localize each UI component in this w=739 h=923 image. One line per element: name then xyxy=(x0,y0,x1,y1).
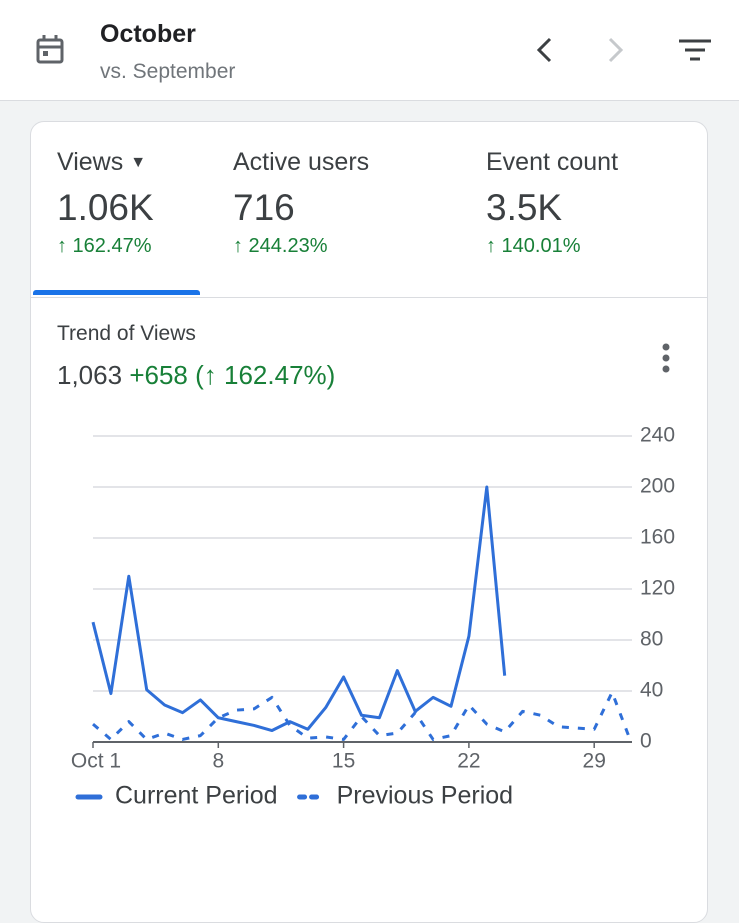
y-tick-label: 40 xyxy=(640,679,663,702)
dropdown-icon[interactable]: ▼ xyxy=(130,154,147,171)
metric-change: ↑ 162.47% xyxy=(57,235,152,257)
x-tick-label: 29 xyxy=(583,750,606,773)
header-icons xyxy=(36,35,711,64)
subtitle: vs. September xyxy=(100,60,236,83)
divider xyxy=(31,297,707,298)
y-tick-label: 0 xyxy=(640,730,652,753)
y-tick-label: 160 xyxy=(640,526,675,549)
metric-label: Views xyxy=(57,148,124,176)
more-button[interactable] xyxy=(662,343,670,373)
x-tick-label: 22 xyxy=(457,750,480,773)
x-tick-label: 15 xyxy=(332,750,355,773)
metric-change: ↑ 140.01% xyxy=(486,235,581,257)
y-tick-label: 240 xyxy=(640,424,675,447)
trend-title: Trend of Views xyxy=(57,322,196,345)
y-tick-label: 80 xyxy=(640,628,663,651)
calendar-icon[interactable] xyxy=(36,35,64,64)
filter-button[interactable] xyxy=(679,39,711,61)
legend-label: Previous Period xyxy=(337,782,513,810)
legend-label: Current Period xyxy=(115,782,278,810)
series-line xyxy=(91,485,507,733)
metric-label: Event count xyxy=(486,148,619,176)
chart: 0 40 80 120 160 200 240 Oct 1 8 15 22 29 Current Per… xyxy=(71,343,675,810)
series-line xyxy=(92,690,632,741)
prev-button[interactable] xyxy=(536,37,552,63)
metric-value: 3.5K xyxy=(486,187,563,228)
next-button[interactable] xyxy=(608,37,624,63)
x-tick-label: Oct 1 xyxy=(71,750,121,773)
trend-summary: 1,063 +658 (↑ 162.47%) xyxy=(57,360,335,391)
metric-change: ↑ 244.23% xyxy=(233,235,328,257)
metric-tab[interactable]: Active users 716 ↑ 244.23% xyxy=(233,148,369,258)
y-tick-label: 120 xyxy=(640,577,675,600)
trend-delta: +658 xyxy=(129,360,188,390)
metric-value: 1.06K xyxy=(57,187,154,228)
x-tick-label: 8 xyxy=(212,750,224,773)
metric-value: 716 xyxy=(233,187,295,228)
metric-tab[interactable]: Views ▼ 1.06K ↑ 162.47% xyxy=(57,148,154,258)
metric-label: Active users xyxy=(233,148,370,176)
trend-percent: (↑ 162.47%) xyxy=(195,360,336,390)
card: Views ▼ 1.06K ↑ 162.47% Active users 716… xyxy=(30,121,708,923)
selected-tab-indicator xyxy=(33,290,200,295)
title: October xyxy=(100,20,196,48)
trend-total: 1,063 xyxy=(57,360,123,390)
header: October vs. September xyxy=(0,0,739,101)
y-tick-label: 200 xyxy=(640,475,675,498)
metric-tab[interactable]: Event count 3.5K ↑ 140.01% xyxy=(486,148,618,258)
